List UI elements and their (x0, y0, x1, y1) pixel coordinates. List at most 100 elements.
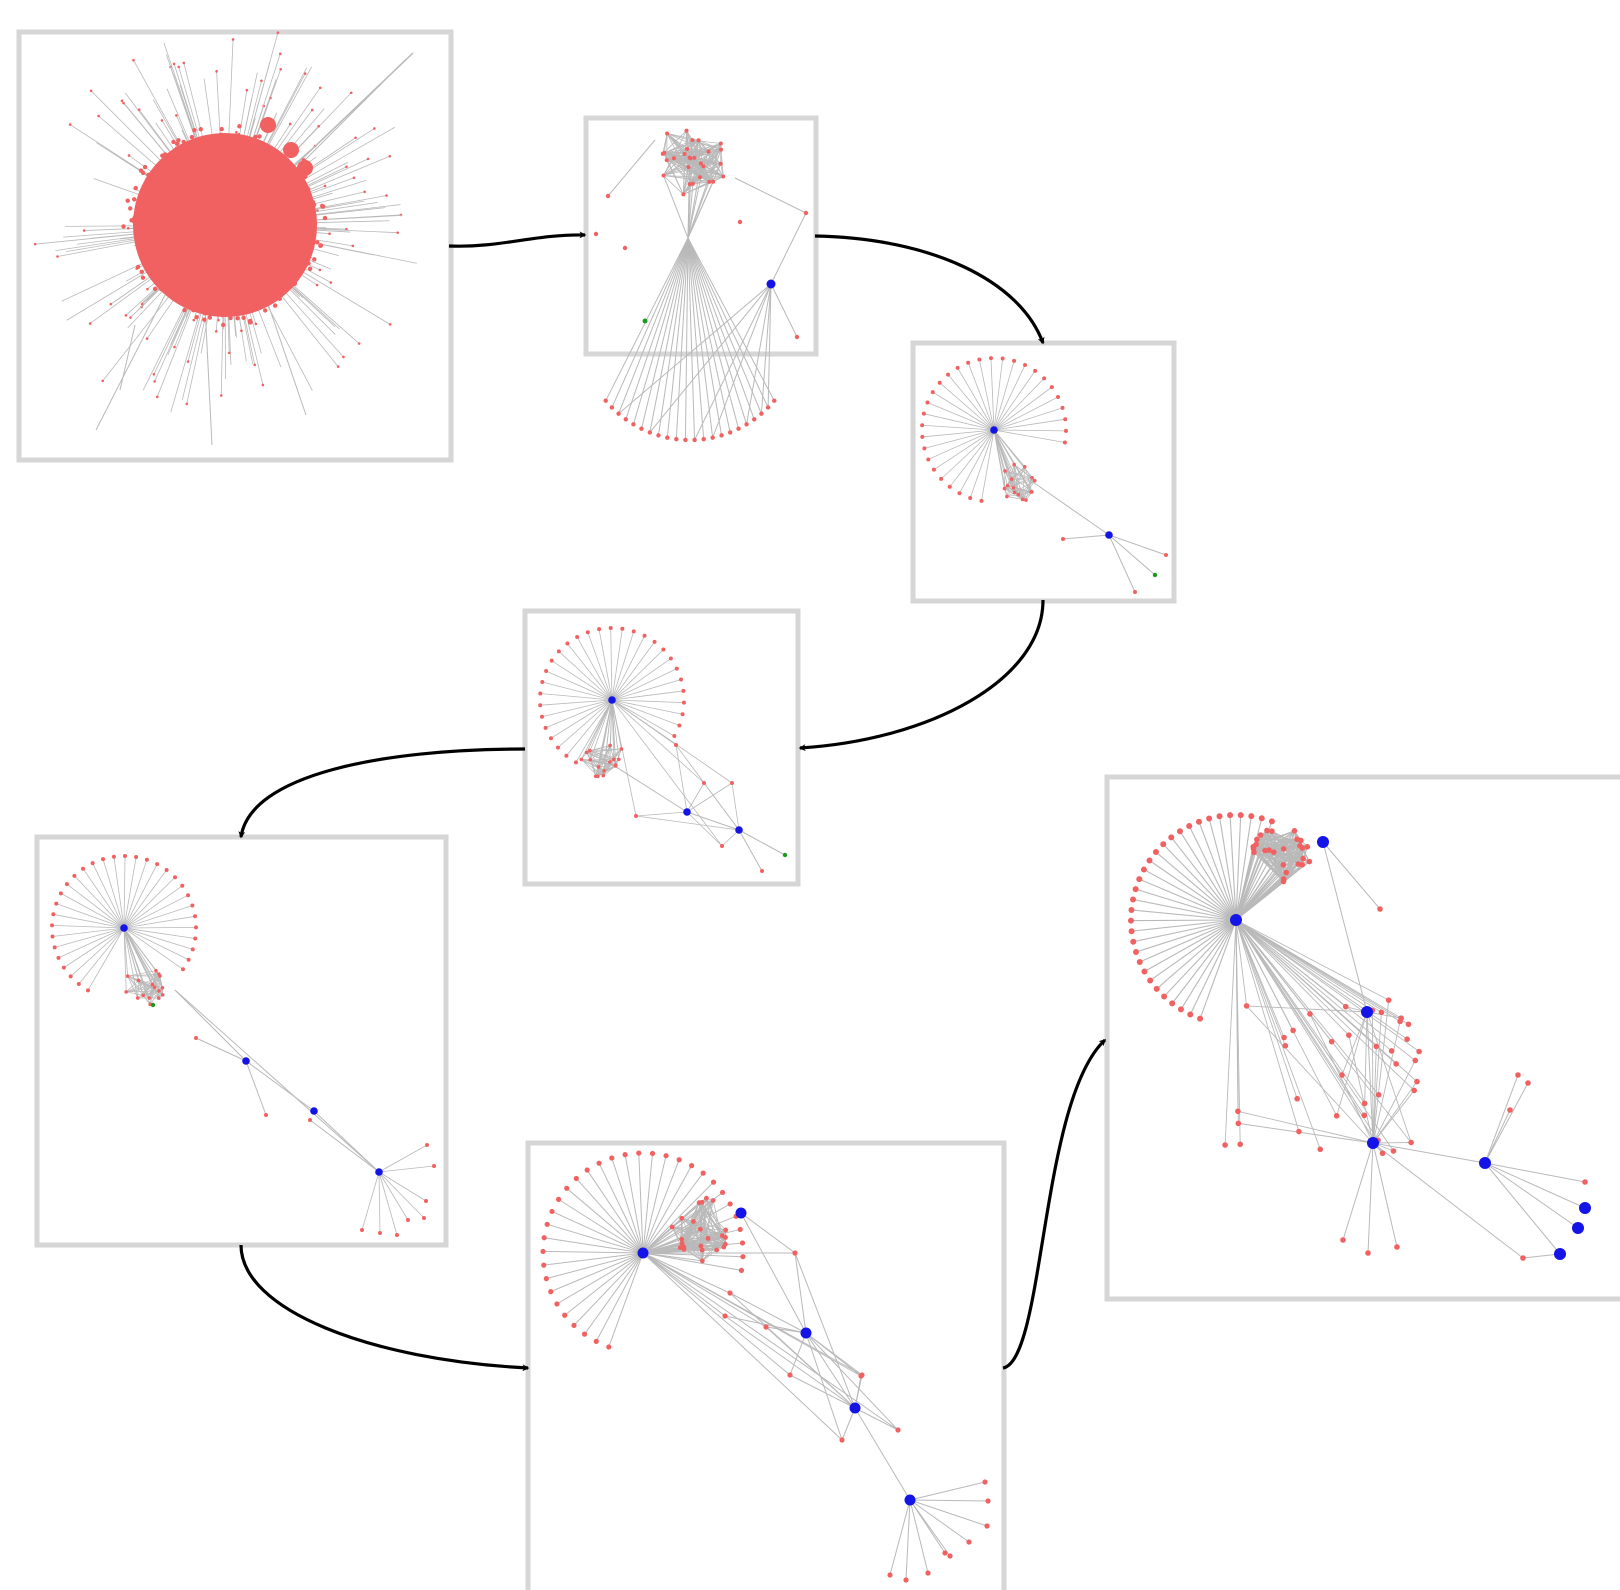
red-node (289, 165, 294, 170)
edge (687, 148, 709, 152)
red-node (101, 857, 106, 862)
red-node (136, 978, 141, 983)
red-node (903, 1577, 909, 1583)
edge (1189, 919, 1237, 1015)
red-node (424, 1199, 428, 1203)
edge (1006, 494, 1019, 497)
red-node (270, 247, 275, 253)
edge (159, 975, 164, 995)
red-node (1394, 1244, 1400, 1250)
red-node (171, 284, 177, 290)
red-node (159, 286, 164, 292)
edge (1255, 830, 1295, 845)
red-node (300, 201, 306, 206)
edge (1180, 919, 1237, 1010)
red-node (554, 1301, 560, 1307)
red-node (422, 1216, 426, 1220)
red-node (244, 211, 249, 217)
red-node (298, 253, 304, 258)
red-node (555, 1196, 562, 1202)
edge (642, 1155, 667, 1254)
edge (666, 159, 710, 183)
red-node (160, 993, 165, 997)
red-node (209, 262, 215, 267)
red-node (235, 259, 241, 265)
red-node (608, 743, 612, 748)
red-node (1012, 358, 1017, 363)
red-node (256, 227, 262, 232)
red-node (700, 1170, 706, 1176)
red-node (284, 167, 289, 172)
red-node (254, 160, 259, 165)
red-node (710, 435, 715, 440)
red-node (160, 985, 165, 990)
edge (922, 424, 995, 431)
red-node (215, 144, 221, 149)
edge (909, 1499, 929, 1574)
red-node (1000, 356, 1005, 361)
edge (993, 364, 1026, 431)
edge (586, 1169, 644, 1254)
edge (123, 927, 193, 950)
red-node (284, 161, 290, 167)
edge (699, 143, 722, 178)
edge (1372, 1046, 1377, 1144)
edge (609, 745, 615, 760)
red-node (122, 101, 125, 105)
red-node (686, 165, 691, 170)
red-node (133, 185, 138, 191)
blue-node (242, 1057, 250, 1065)
red-node (597, 627, 602, 632)
red-node (672, 734, 677, 738)
red-node (685, 146, 690, 151)
red-node (215, 274, 221, 279)
red-node (211, 299, 217, 305)
edge (681, 1218, 703, 1262)
red-node (317, 124, 320, 128)
red-node (690, 181, 695, 186)
red-node (669, 1224, 675, 1230)
blue-node (1572, 1222, 1584, 1234)
red-node (1168, 834, 1175, 841)
edge (624, 1154, 644, 1254)
red-node (132, 212, 148, 228)
red-node (1408, 1139, 1414, 1146)
red-node (1128, 906, 1135, 913)
red-node (205, 159, 210, 164)
red-node (1002, 486, 1007, 491)
red-node (1268, 818, 1275, 825)
red-node (1375, 1092, 1382, 1098)
red-node (238, 156, 244, 162)
red-node (593, 774, 598, 779)
red-node (306, 261, 311, 266)
red-node (540, 1248, 546, 1255)
red-node (704, 1195, 709, 1201)
edge (1235, 919, 1294, 1031)
red-node (710, 1179, 717, 1185)
red-node (58, 891, 63, 896)
edge (54, 927, 125, 948)
edge (1246, 1005, 1368, 1013)
edge (993, 407, 1063, 431)
red-node (925, 1570, 931, 1576)
red-node (149, 189, 154, 195)
edge (969, 429, 995, 499)
red-node (164, 191, 169, 196)
panel-4-graph (538, 626, 788, 873)
red-node (966, 360, 971, 365)
panel-3-frame (910, 340, 1177, 604)
red-node (283, 142, 299, 158)
red-node (988, 356, 993, 361)
red-node (605, 193, 611, 199)
red-node (173, 345, 176, 349)
red-node (719, 433, 724, 438)
red-node (609, 405, 615, 410)
edge (765, 1326, 856, 1409)
red-node (182, 61, 186, 65)
edge (1372, 1060, 1416, 1144)
red-node (186, 141, 191, 146)
edge (618, 283, 772, 415)
flow-arrow-3-to-4 (798, 599, 1045, 752)
panel-3-graph (920, 356, 1168, 594)
